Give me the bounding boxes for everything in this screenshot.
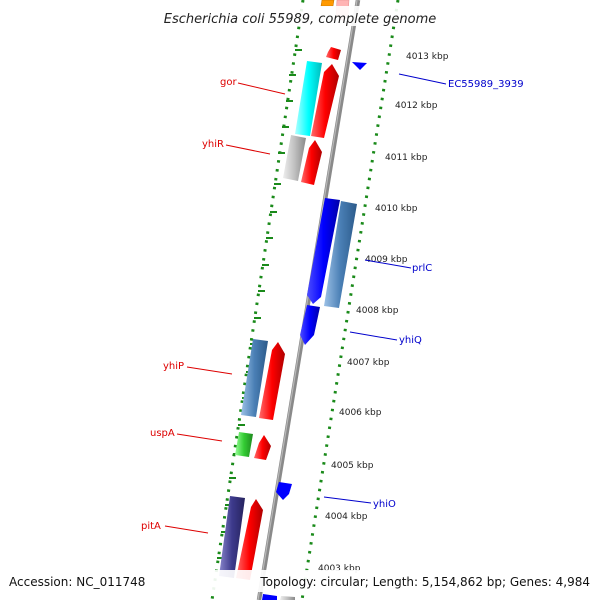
gene-label-gor: gor [220,77,237,88]
gene-label-yhiQ: yhiQ [399,335,422,346]
topology-text: Topology: circular; Length: 5,154,862 bp… [259,575,590,589]
accession-text: Accession: NC_011748 [9,575,145,589]
gene-feature-yhiR[interactable] [283,135,306,181]
gene-feature-gor[interactable] [295,61,322,136]
gene-feature-red-small[interactable] [326,47,341,60]
gene-feature-red-gor[interactable] [311,64,339,138]
kbp-tick-labels: 4013 kbp 4012 kbp 4011 kbp 4010 kbp 4009… [318,52,449,574]
gene-feature-red-pitA[interactable] [236,499,263,580]
outer-dotted-ring [300,0,400,600]
gene-label-ec55989-3939: EC55989_3939 [448,79,524,90]
tick-label: 4010 kbp [375,204,418,214]
gene-feature-yhiQ[interactable] [300,305,320,345]
gene-feature-uspA[interactable] [235,432,253,457]
tick-label: 4008 kbp [356,306,399,316]
tick-label: 4009 kbp [365,255,408,265]
gene-feature-red-yhiP[interactable] [259,342,285,420]
gene-feature-grey-bottom[interactable] [280,596,295,600]
gene-feature-yhiO[interactable] [276,482,292,500]
gene-feature-prlC[interactable] [307,198,340,304]
gene-feature-blue-bottom[interactable] [262,594,277,600]
tick-label: 4007 kbp [347,358,390,368]
tick-label: 4004 kbp [325,512,368,522]
map-title: Escherichia coli 55989, complete genome [164,12,436,27]
gene-feature-red-uspA[interactable] [254,435,271,460]
genome-backbone [256,0,361,600]
gene-feature-red-yhiR[interactable] [301,140,322,185]
gene-feature-pitA[interactable] [219,496,245,578]
gene-label-yhiR: yhiR [202,139,224,150]
gene-feature-orange[interactable] [320,0,335,7]
gene-feature-steelblue-prlC[interactable] [324,201,357,308]
label-leader-lines [164,73,447,534]
gene-label-prlC: prlC [412,263,432,274]
tick-label: 4005 kbp [331,461,374,471]
gene-label-uspA: uspA [150,428,175,439]
tick-label: 4011 kbp [385,153,428,163]
tick-label: 4013 kbp [406,52,449,62]
gene-label-pitA: pitA [141,521,161,532]
gene-feature-yhiP[interactable] [241,339,268,417]
gene-label-yhiP: yhiP [163,361,184,372]
gene-feature-ec55989-3939[interactable] [352,62,367,70]
tick-label: 4006 kbp [339,408,382,418]
tick-label: 4012 kbp [395,101,438,111]
tick-label: 4003 kbp [318,564,361,574]
gene-label-yhiO: yhiO [373,499,396,510]
